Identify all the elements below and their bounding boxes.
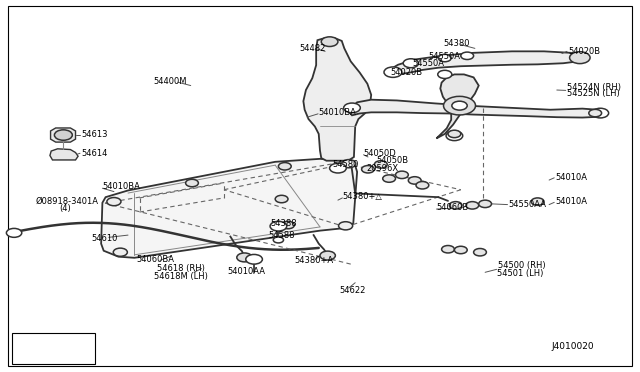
Text: 54610: 54610 [91, 234, 117, 243]
Polygon shape [389, 51, 584, 74]
Text: 54550A: 54550A [413, 60, 445, 68]
Text: 54380: 54380 [443, 39, 469, 48]
Circle shape [570, 52, 590, 64]
Text: 54524N (RH): 54524N (RH) [567, 83, 621, 92]
Text: 54525N (LH): 54525N (LH) [567, 89, 620, 98]
Text: 54060B: 54060B [436, 203, 468, 212]
Text: 54618M (LH): 54618M (LH) [154, 272, 207, 280]
Text: 54618 (RH): 54618 (RH) [157, 264, 205, 273]
Polygon shape [303, 38, 371, 161]
Circle shape [273, 237, 284, 243]
Text: 54550A: 54550A [429, 52, 461, 61]
Circle shape [438, 70, 452, 78]
Circle shape [374, 161, 387, 168]
Text: 54622: 54622 [339, 286, 365, 295]
Circle shape [278, 163, 291, 170]
Text: (4): (4) [60, 204, 71, 213]
Text: 54010BA: 54010BA [102, 182, 140, 191]
Circle shape [531, 198, 544, 205]
Circle shape [384, 67, 402, 77]
Text: 54588: 54588 [269, 231, 295, 240]
Circle shape [107, 198, 121, 206]
Circle shape [383, 175, 396, 182]
Circle shape [270, 221, 287, 231]
Text: Ø08918-3401A: Ø08918-3401A [35, 196, 98, 205]
Polygon shape [51, 128, 76, 142]
Text: 54550AA: 54550AA [509, 200, 547, 209]
Circle shape [186, 179, 198, 187]
Circle shape [320, 251, 335, 260]
Text: 54614: 54614 [81, 149, 108, 158]
Text: 20596X: 20596X [367, 164, 399, 173]
Text: 54050D: 54050D [364, 149, 396, 158]
Circle shape [446, 131, 463, 141]
Circle shape [448, 130, 461, 138]
Circle shape [461, 52, 474, 60]
Bar [12, 333, 95, 364]
Circle shape [6, 228, 22, 237]
Polygon shape [101, 159, 357, 258]
Circle shape [54, 130, 72, 140]
Circle shape [246, 254, 262, 264]
Polygon shape [50, 149, 78, 160]
Text: 54010AA: 54010AA [227, 267, 265, 276]
Circle shape [474, 248, 486, 256]
Circle shape [466, 202, 479, 209]
Text: 54010A: 54010A [556, 197, 588, 206]
Text: 54380+△: 54380+△ [342, 192, 382, 201]
Text: 54388: 54388 [270, 219, 297, 228]
Circle shape [282, 221, 294, 229]
Circle shape [479, 200, 492, 208]
Polygon shape [349, 100, 604, 118]
Text: 54501 (LH): 54501 (LH) [497, 269, 543, 278]
Circle shape [344, 103, 360, 113]
Text: 54482: 54482 [300, 44, 326, 53]
Text: 54020B: 54020B [390, 68, 422, 77]
Text: 54613: 54613 [81, 130, 108, 139]
Text: 54010BA: 54010BA [319, 108, 356, 117]
Circle shape [442, 246, 454, 253]
Text: 54060BA: 54060BA [136, 255, 174, 264]
Circle shape [438, 54, 451, 62]
Circle shape [444, 96, 476, 115]
Text: 54400M: 54400M [154, 77, 187, 86]
Circle shape [321, 37, 338, 46]
Circle shape [339, 222, 353, 230]
Circle shape [592, 108, 609, 118]
Circle shape [454, 246, 467, 254]
Circle shape [362, 166, 374, 173]
Circle shape [396, 171, 408, 179]
Circle shape [330, 163, 346, 173]
Text: 54500 (RH): 54500 (RH) [498, 262, 545, 270]
Circle shape [342, 160, 356, 168]
Text: 54020B: 54020B [568, 47, 600, 56]
Text: 54580: 54580 [333, 160, 359, 169]
Circle shape [416, 182, 429, 189]
Text: 54380+A: 54380+A [294, 256, 333, 265]
Circle shape [449, 202, 462, 209]
Polygon shape [436, 74, 479, 138]
Text: 54050B: 54050B [376, 156, 408, 165]
Circle shape [113, 248, 127, 256]
Circle shape [275, 195, 288, 203]
Circle shape [452, 101, 467, 110]
Text: 54010A: 54010A [556, 173, 588, 182]
Text: J4010020: J4010020 [552, 342, 595, 351]
Circle shape [403, 59, 419, 68]
Circle shape [408, 177, 421, 184]
Circle shape [589, 109, 602, 117]
Circle shape [237, 253, 252, 262]
